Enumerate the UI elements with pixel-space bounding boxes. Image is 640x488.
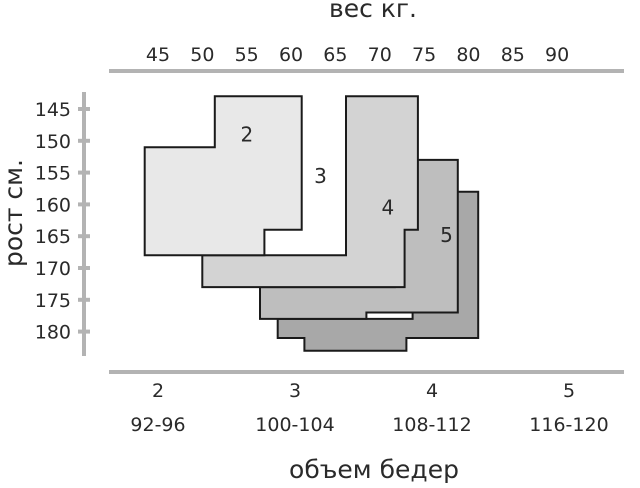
top-tick-label: 45	[146, 44, 170, 66]
left-tick-label: 150	[35, 131, 71, 153]
bottom-size-number: 5	[563, 380, 575, 402]
left-axis-ticks: 145 150 155 160 165 170 175 180	[35, 99, 90, 344]
top-tick-label: 65	[323, 44, 347, 66]
top-axis-title: вес кг.	[329, 0, 417, 23]
left-tick-label: 165	[35, 226, 71, 248]
bottom-axis-title: объем бедер	[289, 455, 459, 484]
size-region-label: 5	[440, 223, 453, 247]
left-tick-label: 155	[35, 163, 71, 185]
top-tick-label: 85	[501, 44, 525, 66]
top-tick-label: 90	[545, 44, 569, 66]
top-tick-label: 80	[456, 44, 480, 66]
left-tick-label: 180	[35, 322, 71, 344]
bottom-size-number: 2	[152, 380, 164, 402]
bottom-size-number: 3	[289, 380, 301, 402]
left-axis-title: рост см.	[0, 159, 28, 267]
top-tick-label: 55	[235, 44, 259, 66]
bottom-size-range: 116-120	[529, 414, 608, 436]
bottom-size-number: 4	[426, 380, 438, 402]
bottom-size-range: 108-112	[392, 414, 471, 436]
size-region-2	[143, 95, 303, 257]
size-region-label: 4	[382, 196, 395, 220]
top-tick-label: 70	[368, 44, 392, 66]
bottom-axis-sizes: 2 92-96 3 100-104 4 108-112 5 116-120	[130, 380, 608, 436]
left-tick-label: 160	[35, 194, 71, 216]
top-axis-ticks: 45 50 55 60 65 70 75 80 85 90	[146, 44, 569, 66]
size-region-label: 3	[314, 164, 327, 188]
left-tick-label: 145	[35, 99, 71, 121]
top-tick-label: 75	[412, 44, 436, 66]
top-tick-label: 60	[279, 44, 303, 66]
left-tick-label: 175	[35, 290, 71, 312]
bottom-size-range: 100-104	[255, 414, 334, 436]
size-region-label: 2	[240, 122, 253, 146]
left-tick-label: 170	[35, 258, 71, 280]
size-regions: 5 4 3 2	[143, 95, 480, 352]
bottom-size-range: 92-96	[130, 414, 185, 436]
top-tick-label: 50	[190, 44, 214, 66]
